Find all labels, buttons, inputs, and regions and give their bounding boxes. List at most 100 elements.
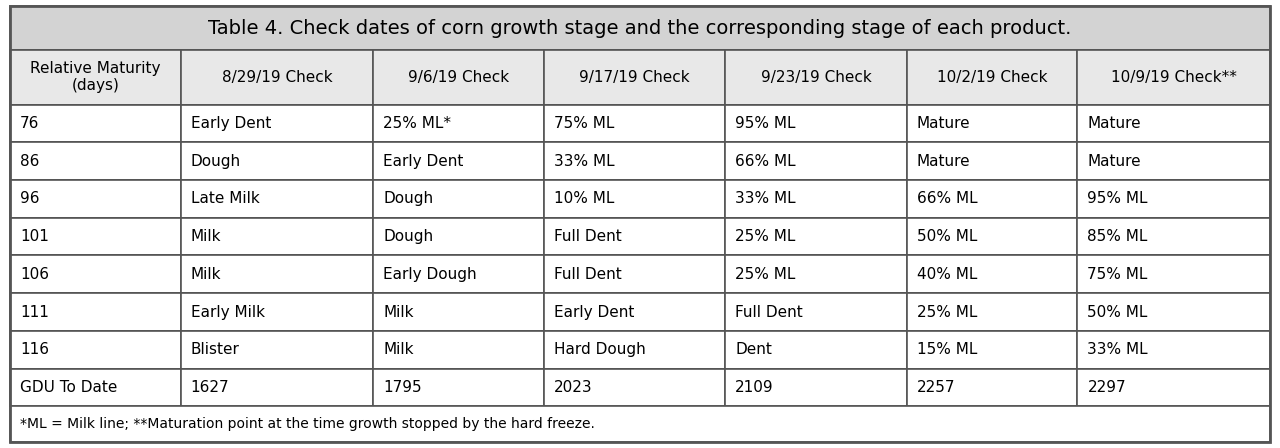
- Bar: [10, 104, 1270, 142]
- Text: 9/17/19 Check: 9/17/19 Check: [579, 70, 690, 85]
- Text: Full Dent: Full Dent: [554, 267, 622, 282]
- Bar: [10, 255, 180, 293]
- Text: 116: 116: [20, 342, 49, 357]
- Bar: [180, 142, 374, 180]
- Text: 96: 96: [20, 191, 40, 207]
- Bar: [10, 218, 180, 255]
- Bar: [726, 142, 906, 180]
- Text: 2109: 2109: [735, 380, 774, 395]
- Text: 1795: 1795: [383, 380, 422, 395]
- Bar: [180, 180, 374, 218]
- Bar: [1078, 369, 1270, 406]
- Bar: [1078, 218, 1270, 255]
- Text: 2257: 2257: [916, 380, 955, 395]
- Text: 33% ML: 33% ML: [1088, 342, 1148, 357]
- Bar: [180, 369, 374, 406]
- Bar: [726, 293, 906, 331]
- Text: Mature: Mature: [916, 116, 970, 131]
- Text: Mature: Mature: [916, 154, 970, 168]
- Text: Dough: Dough: [383, 191, 433, 207]
- Text: 76: 76: [20, 116, 40, 131]
- Bar: [374, 293, 544, 331]
- Bar: [726, 369, 906, 406]
- Bar: [544, 331, 726, 369]
- Bar: [10, 293, 180, 331]
- Text: Early Dent: Early Dent: [383, 154, 463, 168]
- Bar: [544, 218, 726, 255]
- Bar: [726, 255, 906, 293]
- Text: 66% ML: 66% ML: [916, 191, 978, 207]
- Bar: [374, 218, 544, 255]
- Text: Full Dent: Full Dent: [735, 305, 803, 319]
- Bar: [10, 104, 180, 142]
- Bar: [906, 293, 1078, 331]
- Text: 1627: 1627: [191, 380, 229, 395]
- Bar: [374, 255, 544, 293]
- Text: 75% ML: 75% ML: [554, 116, 614, 131]
- Bar: [10, 255, 1270, 293]
- Text: Milk: Milk: [383, 342, 413, 357]
- Text: Early Dent: Early Dent: [554, 305, 634, 319]
- Text: Mature: Mature: [1088, 154, 1140, 168]
- Bar: [544, 50, 726, 104]
- Bar: [726, 218, 906, 255]
- Bar: [10, 369, 1270, 406]
- Text: 9/23/19 Check: 9/23/19 Check: [760, 70, 872, 85]
- Text: *ML = Milk line; **Maturation point at the time growth stopped by the hard freez: *ML = Milk line; **Maturation point at t…: [20, 417, 595, 431]
- Bar: [374, 50, 544, 104]
- Text: 25% ML: 25% ML: [735, 267, 796, 282]
- Bar: [544, 369, 726, 406]
- Text: 10/2/19 Check: 10/2/19 Check: [937, 70, 1047, 85]
- Text: 75% ML: 75% ML: [1088, 267, 1148, 282]
- Text: 101: 101: [20, 229, 49, 244]
- Bar: [906, 104, 1078, 142]
- Bar: [906, 142, 1078, 180]
- Bar: [10, 180, 180, 218]
- Text: Dough: Dough: [191, 154, 241, 168]
- Bar: [544, 180, 726, 218]
- Text: Milk: Milk: [383, 305, 413, 319]
- Bar: [1078, 142, 1270, 180]
- Bar: [1078, 293, 1270, 331]
- Text: 66% ML: 66% ML: [735, 154, 796, 168]
- Bar: [180, 331, 374, 369]
- Text: Milk: Milk: [191, 229, 221, 244]
- Text: Table 4. Check dates of corn growth stage and the corresponding stage of each pr: Table 4. Check dates of corn growth stag…: [209, 18, 1071, 38]
- Bar: [374, 369, 544, 406]
- Text: 9/6/19 Check: 9/6/19 Check: [408, 70, 509, 85]
- Bar: [1078, 104, 1270, 142]
- Text: Milk: Milk: [191, 267, 221, 282]
- Bar: [1078, 50, 1270, 104]
- Text: 33% ML: 33% ML: [554, 154, 614, 168]
- Text: Dent: Dent: [735, 342, 772, 357]
- Text: Hard Dough: Hard Dough: [554, 342, 645, 357]
- Bar: [906, 255, 1078, 293]
- Text: 111: 111: [20, 305, 49, 319]
- Bar: [10, 50, 180, 104]
- Bar: [10, 50, 1270, 104]
- Bar: [544, 104, 726, 142]
- Text: 95% ML: 95% ML: [735, 116, 796, 131]
- Bar: [180, 293, 374, 331]
- Bar: [374, 331, 544, 369]
- Bar: [180, 104, 374, 142]
- Bar: [544, 255, 726, 293]
- Bar: [726, 104, 906, 142]
- Text: 25% ML: 25% ML: [916, 305, 977, 319]
- Text: 50% ML: 50% ML: [916, 229, 977, 244]
- Text: Late Milk: Late Milk: [191, 191, 260, 207]
- Text: 2297: 2297: [1088, 380, 1126, 395]
- Text: Full Dent: Full Dent: [554, 229, 622, 244]
- Bar: [10, 331, 1270, 369]
- Text: Early Milk: Early Milk: [191, 305, 265, 319]
- Text: Blister: Blister: [191, 342, 239, 357]
- Bar: [1078, 331, 1270, 369]
- Text: 25% ML: 25% ML: [735, 229, 796, 244]
- Bar: [726, 50, 906, 104]
- Bar: [10, 406, 1270, 442]
- Bar: [1078, 180, 1270, 218]
- Text: 25% ML*: 25% ML*: [383, 116, 451, 131]
- Bar: [10, 142, 1270, 180]
- Text: 15% ML: 15% ML: [916, 342, 977, 357]
- Bar: [374, 142, 544, 180]
